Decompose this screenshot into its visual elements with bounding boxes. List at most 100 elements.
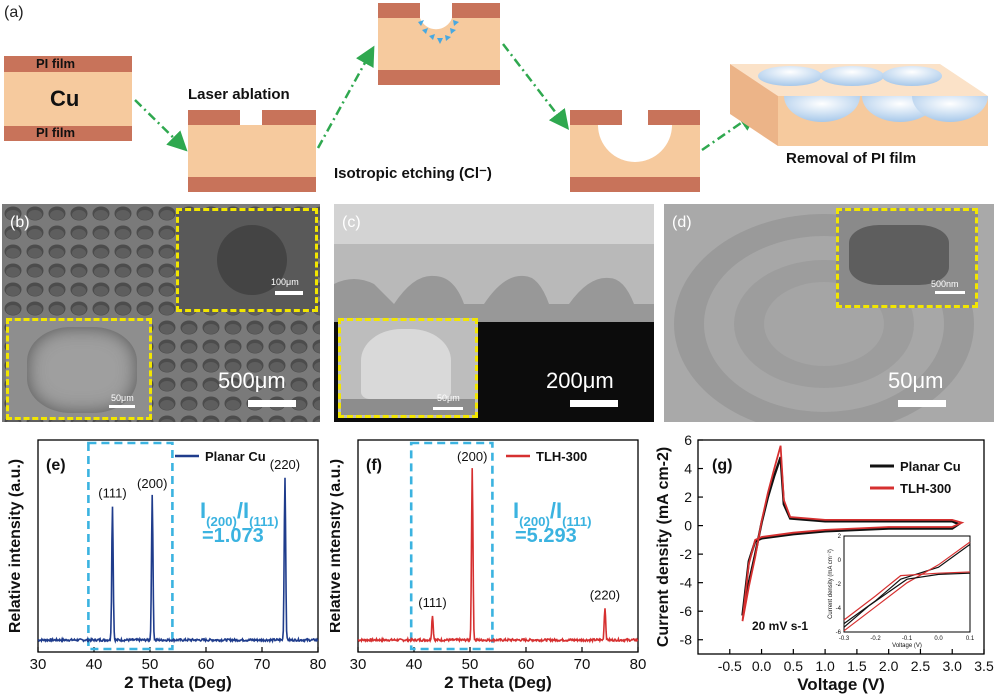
y-tick-label: 0 [684, 518, 692, 534]
legend-label: Planar Cu [900, 459, 961, 474]
panel-label: (f) [366, 457, 382, 474]
x-tick-label: 1.5 [847, 658, 867, 674]
panel-label-a: (a) [4, 4, 24, 21]
peak-label: (220) [270, 457, 300, 472]
legend-label: TLH-300 [536, 449, 587, 464]
inset-y-axis-label: Current density (mA cm⁻²) [828, 549, 834, 619]
ratio-text: I(200)/I(111) [513, 498, 592, 529]
inset-series-line [843, 571, 971, 621]
sem-image-c: 50μm 200μm (c) [334, 204, 654, 422]
sem-image-b: 100μm 50μm 500μm (b) [2, 204, 320, 422]
x-axis-label: 2 Theta (Deg) [444, 673, 552, 692]
scale-b-inset-top: 100μm [271, 277, 299, 287]
x-tick-label: -0.5 [718, 658, 742, 674]
y-tick-label: -8 [680, 632, 693, 648]
peak-label: (111) [98, 486, 126, 501]
panel-label: (g) [712, 457, 732, 474]
x-tick-label: 60 [518, 656, 535, 673]
scale-c-main: 200μm [546, 368, 614, 393]
label-pi-film-bottom: PI film [36, 125, 76, 140]
inset-x-tick-label: -0.2 [870, 636, 881, 642]
xrd-chart-planar-cu: 30 40 50 60 70 80 (111) (200) (220) Planar Cu I(20… [7, 439, 327, 692]
x-tick-label: 60 [198, 656, 215, 673]
block-final-3d [730, 64, 988, 146]
xrd-chart-tlh-300: 30 40 50 60 70 80 (111) (200) (220) TLH-300 I(200)… [330, 439, 646, 692]
scale-b-main: 500μm [218, 368, 286, 393]
peak-label: (111) [418, 595, 446, 610]
x-tick-label: 2.5 [911, 658, 931, 674]
label-laser-ablation: Laser ablation [188, 86, 290, 103]
xrd-series-line [37, 477, 319, 644]
y-tick-label: 4 [684, 461, 692, 477]
label-pi-film-top: PI film [36, 56, 76, 71]
inset-x-tick-label: 0.0 [934, 636, 943, 642]
inset-frame [843, 535, 971, 633]
panel-label: (e) [46, 457, 66, 474]
x-tick-label: 50 [462, 656, 479, 673]
sem-b-inset-top: 100μm [176, 208, 318, 312]
ratio-value: =5.293 [515, 525, 577, 547]
inset-y-tick-label: 0 [838, 558, 842, 564]
scale-bar-c [570, 400, 618, 407]
inset-series-line [843, 541, 971, 632]
peak-label: (200) [457, 449, 487, 464]
inset-y-tick-label: -2 [836, 582, 842, 588]
label-cu: Cu [50, 86, 80, 111]
plot-frame [357, 439, 639, 653]
x-tick-label: 3.5 [974, 658, 994, 674]
highlight-box [87, 441, 174, 651]
panel-label-c: (c) [342, 214, 361, 231]
block-laser-ablation [188, 110, 316, 192]
x-tick-label: 40 [406, 656, 423, 673]
sem-b-inset-bottom: 50μm [6, 318, 152, 420]
x-tick-label: 70 [574, 656, 591, 673]
scale-d-main: 50μm [888, 368, 944, 393]
y-tick-label: -6 [680, 603, 693, 619]
y-tick-label: 6 [684, 432, 692, 448]
label-isotropic-etching: Isotropic etching (Cl⁻) [334, 165, 492, 182]
inset-x-axis-label: Voltage (V) [892, 643, 922, 649]
x-tick-label: 3.0 [942, 658, 962, 674]
ratio-text: I(200)/I(111) [200, 498, 279, 529]
scale-bar-d [898, 400, 946, 407]
inset-series-line [843, 572, 971, 628]
y-axis-label: Current density (mA cm-2) [655, 447, 672, 647]
x-tick-label: 0.0 [752, 658, 772, 674]
label-removal-pi-film: Removal of PI film [786, 150, 917, 167]
panel-label-b: (b) [10, 214, 30, 231]
peak-label: (200) [137, 476, 167, 491]
legend-label: TLH-300 [900, 481, 951, 496]
cv-series-line [741, 445, 965, 622]
inset-series-line [843, 543, 971, 625]
schematic-diagram [4, 3, 988, 192]
sem-c-inset: 50μm [338, 318, 478, 418]
scale-d-inset: 500nm [931, 279, 959, 289]
block-initial [4, 56, 132, 141]
legend-label: Planar Cu [205, 449, 266, 464]
x-axis-label: Voltage (V) [797, 675, 885, 694]
x-tick-label: 80 [310, 656, 327, 673]
x-tick-label: 40 [86, 656, 103, 673]
block-cavity [570, 110, 700, 192]
x-tick-label: 30 [350, 656, 367, 673]
plot-frame [697, 439, 985, 655]
scale-b-inset-bottom: 50μm [111, 393, 134, 403]
y-tick-label: 2 [684, 489, 692, 505]
plot-frame [37, 439, 319, 653]
sem-image-d: 500nm 50μm (d) [664, 204, 994, 422]
x-tick-label: 50 [142, 656, 159, 673]
y-tick-label: -2 [680, 546, 693, 562]
panel-label-d: (d) [672, 214, 692, 231]
x-tick-label: 30 [30, 656, 47, 673]
inset-y-tick-label: -6 [836, 630, 842, 636]
block-etching [378, 3, 500, 85]
cv-chart: -0.5 0.0 0.5 1.0 1.5 2.0 2.5 3.0 3.5 6 4 2 0 -2 -4 -6 -8… [655, 432, 994, 694]
x-tick-label: 1.0 [815, 658, 835, 674]
inset-x-tick-label: -0.3 [839, 636, 850, 642]
peak-label: (220) [590, 587, 620, 602]
x-tick-label: 70 [254, 656, 271, 673]
x-tick-label: 2.0 [879, 658, 899, 674]
inset-x-tick-label: 0.1 [966, 636, 975, 642]
inset-x-tick-label: -0.1 [902, 636, 913, 642]
highlight-box [409, 441, 494, 651]
